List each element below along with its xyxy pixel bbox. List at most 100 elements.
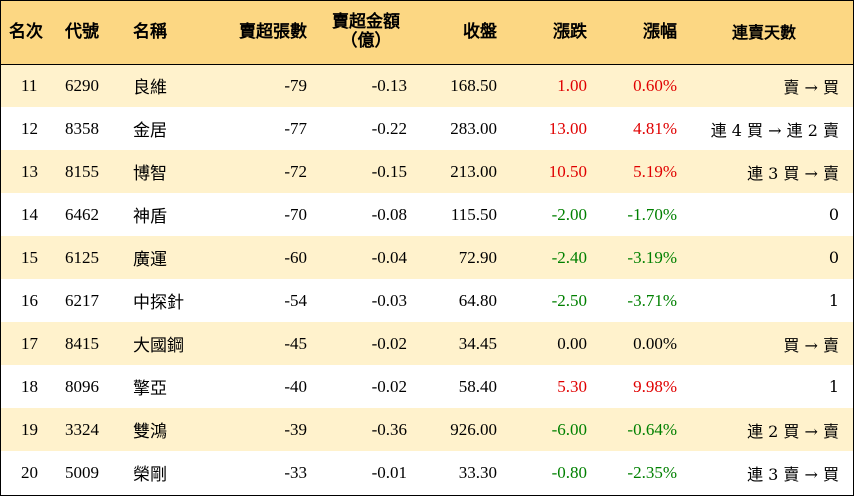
sell-lots-cell: -72 [284, 161, 307, 181]
change-cell: 13.00 [548, 118, 587, 138]
sell-amount-cell: -0.04 [371, 247, 407, 267]
header-close: 收盤 [413, 1, 503, 65]
sell-amount-cell: -0.08 [371, 204, 407, 224]
sell-amount-cell: -0.22 [371, 118, 407, 138]
sell-amount-cell: -0.15 [371, 161, 407, 181]
header-change: 漲跌 [503, 1, 593, 65]
sell-lots-cell: -60 [284, 247, 307, 267]
consecutive-days-cell: 賣 → 買 [783, 77, 839, 97]
name-cell: 擎亞 [133, 379, 167, 399]
sell-lots-cell: -77 [284, 118, 307, 138]
close-price-cell: 58.40 [458, 376, 497, 396]
change-pct-cell: 0.00% [633, 333, 677, 353]
sell-amount-cell: -0.36 [371, 419, 407, 439]
table-row: 13 8155 博智 -72 -0.15 213.00 10.50 5.19% 連 3 買 → … [1, 150, 853, 193]
name-cell: 榮剛 [133, 465, 167, 485]
rank-cell: 12 [21, 118, 38, 138]
consecutive-days-cell: 1 [828, 377, 839, 396]
name-cell: 廣運 [133, 250, 167, 270]
change-cell: -2.40 [551, 247, 587, 267]
change-pct-cell: -3.71% [627, 290, 677, 310]
code-cell: 8358 [65, 118, 99, 138]
code-cell: 6217 [65, 290, 99, 310]
table-body: 11 6290 良維 -79 -0.13 168.50 1.00 0.60% 賣 → 買 12 83… [1, 64, 853, 494]
close-price-cell: 926.00 [450, 419, 497, 439]
change-cell: 0.00 [557, 333, 587, 353]
table-header: 名次 代號 名稱 賣超張數 賣超金額 （億） 收盤 漲跌 漲幅 連賣天數 [1, 1, 853, 65]
name-cell: 博智 [133, 164, 167, 184]
sell-lots-cell: -33 [284, 462, 307, 482]
rank-cell: 18 [21, 376, 38, 396]
code-cell: 6290 [65, 75, 99, 95]
rank-cell: 20 [21, 462, 38, 482]
sell-lots-cell: -40 [284, 376, 307, 396]
change-pct-cell: -2.35% [627, 462, 677, 482]
table-row: 15 6125 廣運 -60 -0.04 72.90 -2.40 -3.19% 0 [1, 236, 853, 279]
header-sell-amount-line1: 賣超金額 [332, 12, 400, 33]
table-row: 11 6290 良維 -79 -0.13 168.50 1.00 0.60% 賣 → 買 [1, 64, 853, 107]
rank-cell: 13 [21, 161, 38, 181]
change-cell: -6.00 [551, 419, 587, 439]
table-row: 16 6217 中探針 -54 -0.03 64.80 -2.50 -3.71% 1 [1, 279, 853, 322]
header-sell-amount: 賣超金額 （億） [313, 1, 413, 65]
sell-amount-cell: -0.02 [371, 376, 407, 396]
change-pct-cell: 5.19% [633, 161, 677, 181]
rank-cell: 16 [21, 290, 38, 310]
change-cell: -2.00 [551, 204, 587, 224]
change-cell: -2.50 [551, 290, 587, 310]
change-cell: 1.00 [557, 75, 587, 95]
header-name: 名稱 [127, 1, 205, 65]
header-code: 代號 [59, 1, 127, 65]
name-cell: 雙鴻 [133, 422, 167, 442]
code-cell: 3324 [65, 419, 99, 439]
sell-lots-cell: -39 [284, 419, 307, 439]
change-pct-cell: -0.64% [627, 419, 677, 439]
consecutive-days-cell: 買 → 賣 [783, 335, 839, 355]
sell-lots-cell: -70 [284, 204, 307, 224]
table-row: 18 8096 擎亞 -40 -0.02 58.40 5.30 9.98% 1 [1, 365, 853, 408]
name-cell: 神盾 [133, 207, 167, 227]
consecutive-days-cell: 連 4 買 → 連 2 賣 [710, 120, 839, 140]
name-cell: 良維 [133, 78, 167, 99]
header-sell-amount-line2: （億） [340, 31, 392, 52]
consecutive-days-cell: 1 [828, 291, 839, 310]
sell-amount-cell: -0.13 [371, 75, 407, 95]
rank-cell: 17 [21, 333, 38, 353]
sell-lots-cell: -45 [284, 333, 307, 353]
change-cell: 5.30 [557, 376, 587, 396]
close-price-cell: 168.50 [450, 75, 497, 95]
change-pct-cell: 9.98% [633, 376, 677, 396]
header-days: 連賣天數 [683, 1, 853, 65]
rank-cell: 14 [21, 204, 38, 224]
header-sell-lots: 賣超張數 [205, 1, 313, 65]
sell-amount-cell: -0.03 [371, 290, 407, 310]
close-price-cell: 34.45 [458, 333, 497, 353]
code-cell: 8415 [65, 333, 99, 353]
close-price-cell: 64.80 [458, 290, 497, 310]
close-price-cell: 283.00 [450, 118, 497, 138]
sell-amount-cell: -0.02 [371, 333, 407, 353]
change-cell: 10.50 [548, 161, 587, 181]
header-rank: 名次 [1, 1, 59, 65]
code-cell: 8155 [65, 161, 99, 181]
change-pct-cell: 0.60% [633, 75, 677, 95]
code-cell: 6462 [65, 204, 99, 224]
table-row: 20 5009 榮剛 -33 -0.01 33.30 -0.80 -2.35% 連 3 賣 → … [1, 451, 853, 494]
rank-cell: 19 [21, 419, 38, 439]
change-pct-cell: 4.81% [633, 118, 677, 138]
close-price-cell: 33.30 [458, 462, 497, 482]
name-cell: 中探針 [133, 293, 184, 313]
rank-cell: 11 [21, 75, 38, 95]
close-price-cell: 115.50 [450, 204, 497, 224]
table-row: 12 8358 金居 -77 -0.22 283.00 13.00 4.81% 連 4 買 → … [1, 107, 853, 150]
sell-amount-cell: -0.01 [371, 462, 407, 482]
rank-cell: 15 [21, 247, 38, 267]
consecutive-days-cell: 連 2 買 → 賣 [747, 421, 839, 441]
sell-lots-cell: -79 [284, 75, 307, 95]
code-cell: 5009 [65, 462, 99, 482]
consecutive-days-cell: 0 [828, 248, 839, 267]
consecutive-days-cell: 連 3 買 → 賣 [747, 163, 839, 183]
name-cell: 金居 [133, 121, 167, 141]
